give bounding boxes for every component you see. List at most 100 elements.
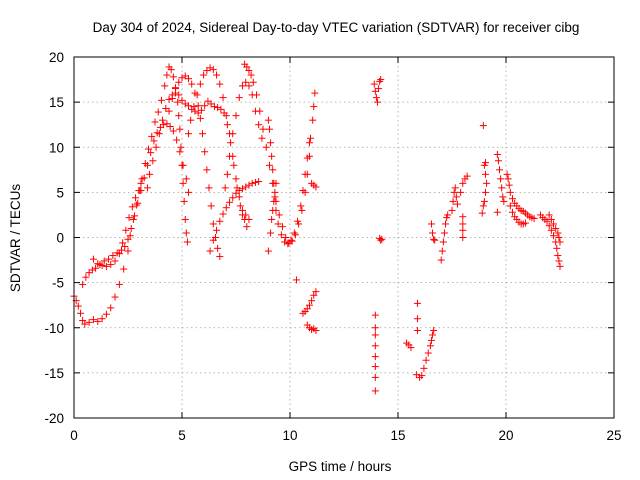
data-point (216, 217, 224, 225)
data-point (130, 212, 138, 220)
data-point (377, 76, 385, 84)
data-point (98, 261, 106, 269)
data-point (545, 211, 553, 219)
data-point (235, 193, 243, 201)
series-arc-10 (264, 116, 313, 248)
data-point (275, 211, 283, 219)
data-point (427, 220, 435, 228)
data-point (175, 91, 183, 99)
series-arc-26 (478, 159, 491, 217)
data-point (176, 125, 184, 133)
data-point (221, 184, 229, 192)
data-point (245, 181, 253, 189)
data-point (178, 74, 186, 82)
data-point (180, 197, 188, 205)
data-point (76, 309, 84, 317)
data-point (552, 224, 560, 232)
data-point (238, 82, 246, 90)
data-point (236, 202, 244, 210)
data-point (184, 130, 192, 138)
data-point (308, 297, 316, 305)
data-point (157, 96, 165, 104)
data-point (371, 324, 379, 332)
data-point (550, 220, 558, 228)
data-point (152, 143, 160, 151)
data-point (209, 236, 217, 244)
data-point (413, 315, 421, 323)
data-point (145, 145, 153, 153)
data-point (554, 252, 562, 260)
data-point (504, 175, 512, 183)
y-tick-label: 20 (49, 50, 64, 65)
y-tick-label: 0 (56, 231, 64, 246)
axis-ticks: 0 5 10 15 20 25 -20 -15 -10 -5 0 5 10 15 20 (44, 50, 621, 443)
x-axis-label: GPS time / hours (289, 459, 392, 474)
data-point (200, 71, 208, 79)
data-point (438, 247, 446, 255)
data-point (203, 166, 211, 174)
data-point (89, 255, 97, 263)
series-arc-24 (457, 172, 471, 196)
data-point (109, 252, 117, 260)
data-point (554, 229, 562, 237)
data-point (119, 239, 127, 247)
data-point (407, 344, 415, 352)
data-point (227, 139, 235, 147)
data-point (450, 188, 458, 196)
series-arc-18 (371, 311, 379, 395)
data-point (207, 202, 215, 210)
series-arc-21 (427, 220, 439, 244)
data-point (226, 198, 234, 206)
data-point (431, 236, 439, 244)
data-point (223, 170, 231, 178)
data-point (184, 75, 192, 83)
data-point (222, 112, 230, 120)
plot-frame (73, 56, 615, 419)
data-point (449, 197, 457, 205)
data-point (448, 206, 456, 214)
data-point (378, 235, 386, 243)
data-point (556, 238, 564, 246)
data-point (135, 187, 143, 195)
data-point (177, 143, 185, 151)
data-point (175, 78, 183, 86)
data-point (102, 310, 110, 318)
data-point (251, 178, 259, 186)
data-point (265, 125, 273, 133)
data-point (297, 202, 305, 210)
series-arc-2 (79, 120, 192, 288)
data-point (278, 223, 286, 231)
data-point (126, 232, 134, 240)
data-point (505, 181, 513, 189)
x-tick-label: 0 (70, 428, 78, 443)
data-point (174, 98, 182, 106)
data-point (146, 170, 154, 178)
data-point (125, 214, 133, 222)
data-point (196, 80, 204, 88)
data-point (481, 159, 489, 167)
series-arc-30 (503, 170, 538, 223)
data-point (115, 280, 123, 288)
y-tick-label: -15 (44, 366, 64, 381)
data-point (503, 170, 511, 178)
chart-title: Day 304 of 2024, Sidereal Day-to-day VTE… (93, 20, 580, 35)
data-point (439, 238, 447, 246)
data-point (459, 226, 467, 234)
data-point (459, 179, 467, 187)
data-point (160, 121, 168, 129)
data-point (463, 172, 471, 180)
data-point (134, 199, 142, 207)
data-point (272, 179, 280, 187)
data-point (176, 148, 184, 156)
data-point (79, 280, 87, 288)
data-point (81, 320, 89, 328)
data-point (430, 326, 438, 334)
data-point (209, 66, 217, 74)
data-point (184, 102, 192, 110)
y-tick-label: -20 (44, 411, 64, 426)
data-point (506, 202, 514, 210)
data-point (143, 161, 151, 169)
data-point (311, 89, 319, 97)
data-point (545, 222, 553, 230)
